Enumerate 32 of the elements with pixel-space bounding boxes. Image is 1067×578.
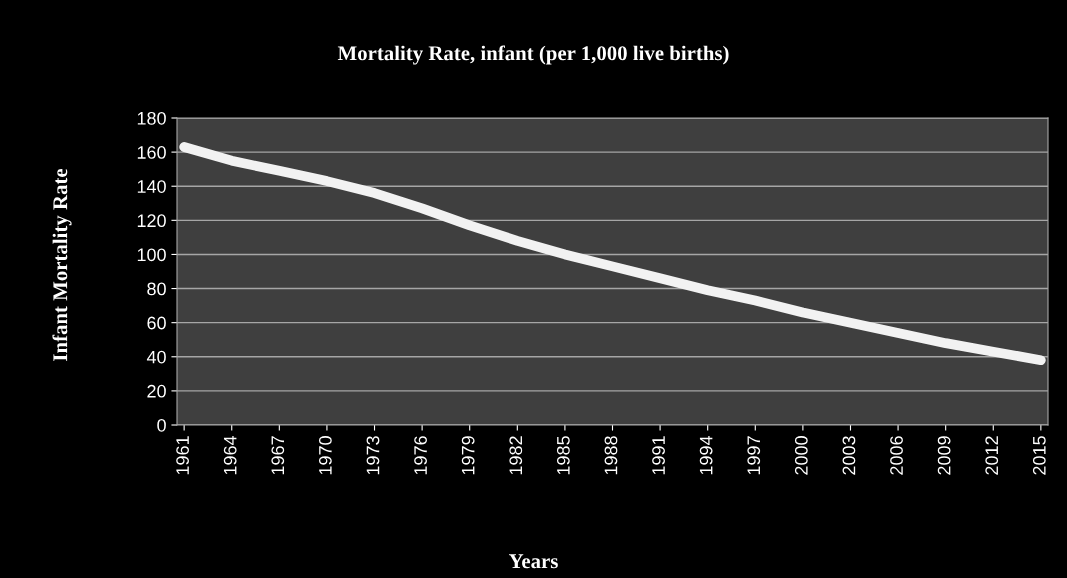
x-tick-label: 1973	[366, 436, 380, 475]
x-tick-label: 1970	[318, 436, 332, 475]
y-tick-label: 140	[137, 180, 166, 193]
x-tick-label: 2015	[1032, 436, 1046, 475]
y-tick-label: 20	[147, 384, 166, 398]
x-tick-label: 1964	[223, 435, 237, 475]
y-tick-label: 160	[137, 146, 166, 159]
x-tick-label: 1991	[652, 436, 665, 475]
x-tick-label: 1967	[271, 436, 285, 475]
x-tick-label: 2012	[985, 436, 999, 475]
x-tick-label: 1988	[604, 436, 618, 475]
x-tick-label: 2003	[842, 436, 856, 475]
x-axis-title: Years	[508, 554, 558, 569]
x-tick-label: 1976	[414, 436, 427, 475]
x-tick-label: 1994	[699, 435, 713, 475]
y-tick-label: 100	[137, 248, 166, 262]
x-tick-label: 1979	[461, 436, 475, 475]
y-tick-label: 80	[147, 282, 166, 296]
x-tick-label: 1961	[176, 436, 189, 475]
y-tick-label: 180	[137, 111, 166, 125]
x-tick-label: 2009	[937, 436, 951, 475]
x-tick-label: 1985	[556, 436, 570, 475]
y-axis-title: Infant Mortality Rate	[52, 168, 72, 361]
x-tick-label: 1997	[747, 436, 761, 475]
y-tick-label: 60	[147, 316, 166, 330]
x-tick-label: 2000	[794, 436, 808, 475]
y-tick-label: 0	[157, 418, 166, 432]
y-tick-label: 40	[146, 350, 166, 364]
chart-title: Mortality Rate, infant (per 1,000 live births)	[337, 45, 729, 65]
y-tick-label: 120	[137, 214, 166, 228]
x-tick-label: 1982	[509, 436, 523, 475]
x-tick-label: 2006	[890, 436, 903, 475]
